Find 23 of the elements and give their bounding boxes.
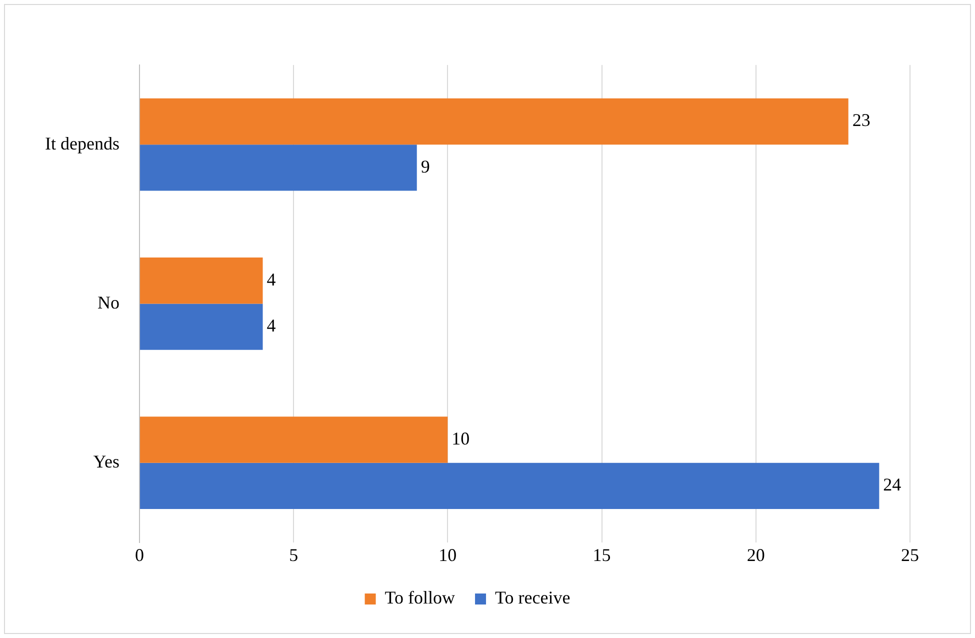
y-tick-label: No xyxy=(97,292,120,312)
x-tick-label: 15 xyxy=(592,544,611,565)
bar xyxy=(140,416,448,463)
bar xyxy=(140,304,263,350)
x-tick-label: 5 xyxy=(289,544,298,565)
bar xyxy=(140,98,848,145)
legend-label: To receive xyxy=(495,588,570,608)
x-tick-label: 10 xyxy=(438,544,457,565)
x-tick-label: 25 xyxy=(901,544,919,565)
data-label: 23 xyxy=(852,110,870,130)
bar xyxy=(140,258,263,304)
y-tick-label: It depends xyxy=(44,133,120,154)
data-label: 10 xyxy=(452,428,470,448)
data-label: 9 xyxy=(420,156,430,176)
data-label: 4 xyxy=(266,316,276,336)
bar xyxy=(140,462,880,509)
data-label: 4 xyxy=(266,269,276,290)
x-tick-label: 0 xyxy=(134,544,144,565)
y-tick-label: Yes xyxy=(93,452,120,472)
data-label: 24 xyxy=(883,474,902,495)
bar xyxy=(140,144,417,191)
legend-label: To follow xyxy=(384,588,456,608)
x-tick-label: 20 xyxy=(746,544,765,565)
